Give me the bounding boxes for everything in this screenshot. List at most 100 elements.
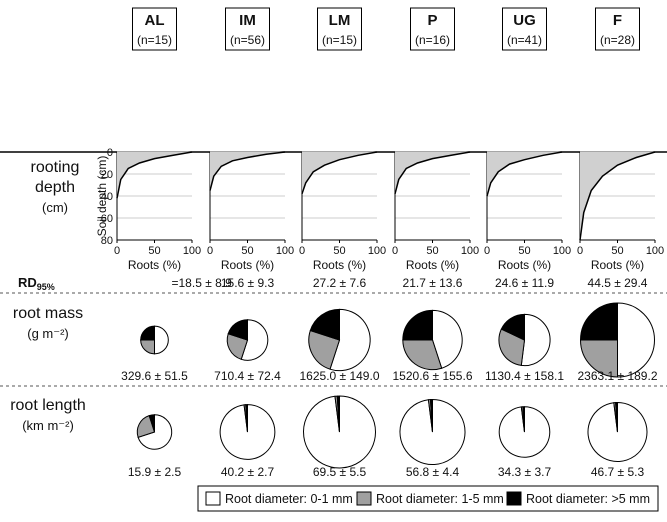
x-axis-label: Roots (%)	[313, 258, 366, 272]
rd-main: RD	[18, 275, 37, 290]
pie-slice	[227, 319, 248, 341]
mass-value: 710.4 ± 72.4	[214, 369, 281, 383]
legend-swatch	[506, 491, 522, 506]
x-tick-label: 0	[577, 245, 583, 257]
row-title: root length	[10, 397, 86, 414]
x-tick-label: 50	[148, 245, 160, 257]
rd-value: 44.5 ± 29.4	[588, 276, 648, 290]
pie-slice	[154, 325, 169, 355]
group-n: (n=16)	[415, 33, 450, 47]
profile-line	[394, 151, 471, 194]
profile-area	[302, 152, 377, 194]
group-label: AL	[145, 12, 165, 29]
header-box	[132, 7, 177, 51]
profile-area	[210, 152, 285, 191]
x-tick-label: 50	[333, 245, 345, 257]
pie-slice	[520, 313, 551, 367]
group-label: LM	[329, 12, 351, 29]
pie-slice	[615, 401, 618, 433]
row-unit: (cm)	[42, 200, 68, 215]
header-box	[317, 7, 362, 51]
y-tick-label: 60	[101, 213, 113, 225]
group-n: (n=28)	[600, 33, 635, 47]
row-title: rooting	[31, 159, 80, 176]
length-value: 34.3 ± 3.7	[498, 465, 552, 479]
profile-line	[486, 151, 563, 197]
pie-slice	[336, 395, 340, 433]
group-label: F	[613, 12, 622, 29]
x-tick-label: 100	[646, 245, 664, 257]
length-value: 69.5 ± 5.5	[313, 465, 367, 479]
profile-area	[580, 152, 655, 240]
profile-area	[395, 152, 470, 194]
mass-value: 329.6 ± 51.5	[121, 369, 188, 383]
group-label: P	[427, 12, 437, 29]
row-unit: (g m⁻²)	[27, 326, 69, 341]
y-tick-label: 40	[101, 191, 113, 203]
mass-value: 2363.1 ± 189.2	[578, 369, 658, 383]
y-axis-label: Soil depth (cm)	[95, 156, 109, 237]
x-tick-label: 0	[114, 245, 120, 257]
row-unit: (km m⁻²)	[22, 418, 74, 433]
x-axis-label: Roots (%)	[591, 258, 644, 272]
pie-slice	[498, 328, 526, 366]
rd-sub: 95%	[37, 282, 55, 292]
group-n: (n=15)	[322, 33, 357, 47]
legend-box	[197, 485, 659, 512]
rd-value: =18.5 ± 8.9	[172, 276, 233, 290]
mass-value: 1520.6 ± 155.6	[393, 369, 473, 383]
x-tick-label: 0	[207, 245, 213, 257]
rd-value: 15.6 ± 9.3	[221, 276, 275, 290]
rd-value: 21.7 ± 13.6	[403, 276, 463, 290]
pie-slice	[429, 398, 433, 433]
length-value: 46.7 ± 5.3	[591, 465, 645, 479]
legend-label: Root diameter: >5 mm	[526, 492, 650, 506]
x-tick-label: 100	[553, 245, 571, 257]
pie-slice	[402, 339, 443, 371]
header-box	[502, 7, 547, 51]
pie-slice	[402, 309, 433, 341]
row-title: depth	[35, 179, 75, 196]
length-value: 40.2 ± 2.7	[221, 465, 275, 479]
group-label: UG	[513, 12, 536, 29]
header-box	[595, 7, 640, 51]
pie-slice	[140, 325, 155, 341]
rd-value: 27.2 ± 7.6	[313, 276, 367, 290]
x-tick-label: 100	[461, 245, 479, 257]
pie-slice	[309, 308, 340, 341]
profile-area	[487, 152, 562, 196]
group-n: (n=56)	[230, 33, 265, 47]
legend-label: Root diameter: 1-5 mm	[376, 492, 504, 506]
pie-slice	[148, 414, 155, 433]
x-tick-label: 100	[183, 245, 201, 257]
x-axis-label: Roots (%)	[128, 258, 181, 272]
pie-slice	[522, 406, 525, 433]
x-tick-label: 50	[611, 245, 623, 257]
pie-slice	[579, 339, 618, 378]
pie-slice	[226, 333, 249, 360]
y-tick-label: 0	[107, 147, 113, 159]
x-tick-label: 0	[299, 245, 305, 257]
x-tick-label: 100	[368, 245, 386, 257]
profile-area	[117, 152, 192, 199]
pie-slice	[500, 313, 525, 341]
header-box	[225, 7, 270, 51]
group-n: (n=15)	[137, 33, 172, 47]
y-tick-label: 20	[101, 169, 113, 181]
x-tick-label: 50	[426, 245, 438, 257]
x-axis-label: Roots (%)	[498, 258, 551, 272]
rd-prefix: RD95%	[18, 275, 55, 292]
mass-value: 1130.4 ± 158.1	[485, 369, 564, 383]
x-axis-label: Roots (%)	[221, 258, 274, 272]
group-label: IM	[239, 12, 256, 29]
x-tick-label: 100	[276, 245, 294, 257]
profile-line	[301, 151, 378, 195]
x-tick-label: 0	[484, 245, 490, 257]
pie-slice	[329, 308, 371, 372]
profile-line	[579, 151, 656, 241]
legend-label: Root diameter: 0-1 mm	[225, 492, 353, 506]
pie-slice	[432, 309, 463, 369]
pie-slice	[140, 339, 155, 355]
profile-line	[116, 151, 193, 199]
